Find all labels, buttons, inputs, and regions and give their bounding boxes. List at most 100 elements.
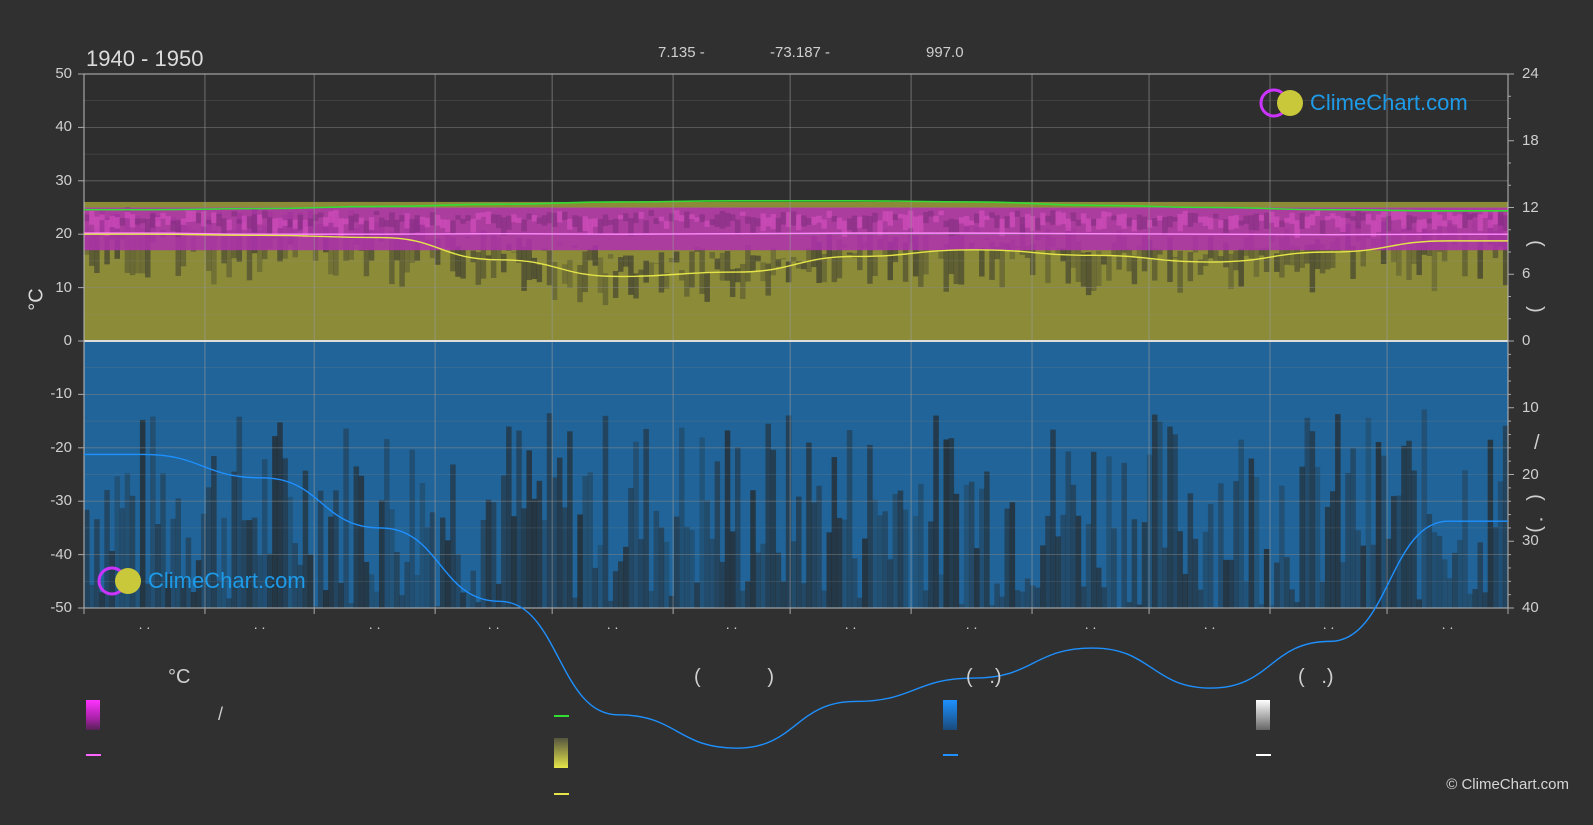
precipitation-texture: [592, 567, 599, 608]
precipitation-texture: [994, 583, 1000, 608]
logo-text: ClimeChart.com: [148, 568, 306, 593]
temperature-texture: [501, 217, 507, 236]
legend-temp-mean-line: [86, 754, 101, 756]
precipitation-texture: [816, 485, 822, 608]
precipitation-texture: [1401, 445, 1407, 608]
precipitation-texture: [1385, 538, 1392, 608]
precipitation-texture: [765, 423, 771, 608]
precipitation-texture: [877, 515, 883, 608]
precipitation-texture: [1075, 515, 1082, 608]
temperature-texture: [216, 213, 222, 227]
precipitation-texture: [612, 571, 619, 608]
sunshine-texture: [1202, 254, 1209, 267]
sunshine-texture: [455, 246, 461, 277]
sunshine-texture: [246, 227, 253, 281]
right-bottom-dot: ·: [1538, 508, 1545, 530]
temperature-texture: [277, 217, 283, 229]
sunshine-texture: [938, 248, 944, 259]
sunshine-texture: [516, 238, 522, 263]
sunshine-texture: [638, 269, 644, 275]
temperature-texture: [755, 218, 761, 227]
sunshine-texture: [953, 234, 960, 285]
precipitation-texture: [404, 561, 410, 608]
sunshine-texture: [740, 264, 746, 299]
precipitation-texture: [485, 499, 492, 608]
temperature-texture: [389, 212, 395, 228]
precipitation-texture: [465, 591, 471, 608]
sunshine-texture: [750, 255, 756, 271]
sunshine-texture: [806, 248, 812, 273]
temperature-texture: [775, 217, 782, 233]
precipitation-texture: [1019, 591, 1026, 608]
precipitation-texture: [821, 590, 827, 608]
temperature-texture: [796, 214, 802, 231]
axis-ticks: [78, 73, 1514, 614]
temperature-texture: [1202, 216, 1209, 226]
precipitation-texture: [760, 543, 766, 608]
sunshine-texture: [1075, 241, 1082, 282]
temperature-texture: [445, 219, 451, 233]
sunshine-texture: [1055, 248, 1061, 255]
precipitation-texture: [440, 517, 446, 608]
precipitation-texture: [216, 580, 222, 608]
precipitation-texture: [94, 519, 100, 608]
sunshine-texture: [1213, 250, 1219, 261]
sunshine-texture: [607, 254, 614, 259]
temperature-texture: [287, 219, 293, 228]
precipitation-texture: [139, 419, 146, 608]
precipitation-texture: [277, 422, 283, 608]
sunshine-texture: [979, 248, 985, 277]
precipitation-texture: [256, 555, 263, 608]
precipitation-texture: [84, 509, 90, 608]
precipitation-texture: [282, 458, 288, 608]
sunshine-texture: [714, 258, 721, 270]
temperature-texture: [1243, 215, 1250, 224]
temperature-texture: [1197, 216, 1204, 223]
temperature-texture: [485, 211, 492, 225]
precipitation-texture: [389, 509, 395, 608]
sunshine-texture: [470, 250, 476, 263]
sunshine-texture: [684, 273, 690, 297]
precipitation-texture: [1263, 549, 1270, 608]
temperature-texture: [348, 215, 354, 231]
month-label: . .: [844, 616, 857, 632]
sunshine-texture: [1136, 245, 1143, 259]
precipitation-texture: [267, 553, 273, 608]
sunshine-texture: [1253, 248, 1260, 277]
precipitation-texture: [343, 428, 349, 608]
sunshine-texture: [577, 264, 583, 303]
precipitation-texture: [938, 574, 944, 608]
precipitation-texture: [658, 527, 665, 608]
precipitation-texture: [312, 606, 319, 608]
precipitation-texture: [246, 520, 253, 608]
temperature-texture: [816, 215, 822, 223]
sunshine-texture: [1462, 234, 1468, 277]
logo-top[interactable]: ClimeChart.com: [1258, 88, 1468, 118]
precipitation-texture: [200, 513, 207, 608]
precipitation-texture: [582, 476, 588, 608]
precipitation-texture: [414, 575, 421, 608]
sunshine-texture: [1279, 236, 1285, 278]
temperature-texture: [1467, 213, 1473, 220]
sunshine-texture: [1090, 255, 1097, 291]
temperature-texture: [745, 216, 751, 224]
temperature-texture: [1472, 213, 1478, 218]
logo-bottom[interactable]: ClimeChart.com: [96, 566, 306, 596]
temperature-texture: [1284, 217, 1290, 223]
temperature-texture: [1085, 218, 1092, 232]
temperature-texture: [104, 219, 110, 237]
temperature-texture: [292, 219, 298, 229]
right-top-tick-label: 18: [1522, 131, 1539, 149]
sunshine-texture: [1502, 236, 1509, 286]
precipitation-texture: [633, 441, 639, 608]
temperature-texture: [857, 216, 863, 229]
precipitation-texture: [912, 516, 919, 608]
temperature-texture: [1207, 217, 1214, 230]
temperature-texture: [495, 214, 502, 229]
right-top-tick-label: 0: [1522, 332, 1531, 349]
sunshine-texture: [1294, 247, 1300, 272]
month-label: . .: [606, 616, 619, 632]
precipitation-texture: [862, 538, 868, 608]
precipitation-texture: [526, 450, 532, 608]
